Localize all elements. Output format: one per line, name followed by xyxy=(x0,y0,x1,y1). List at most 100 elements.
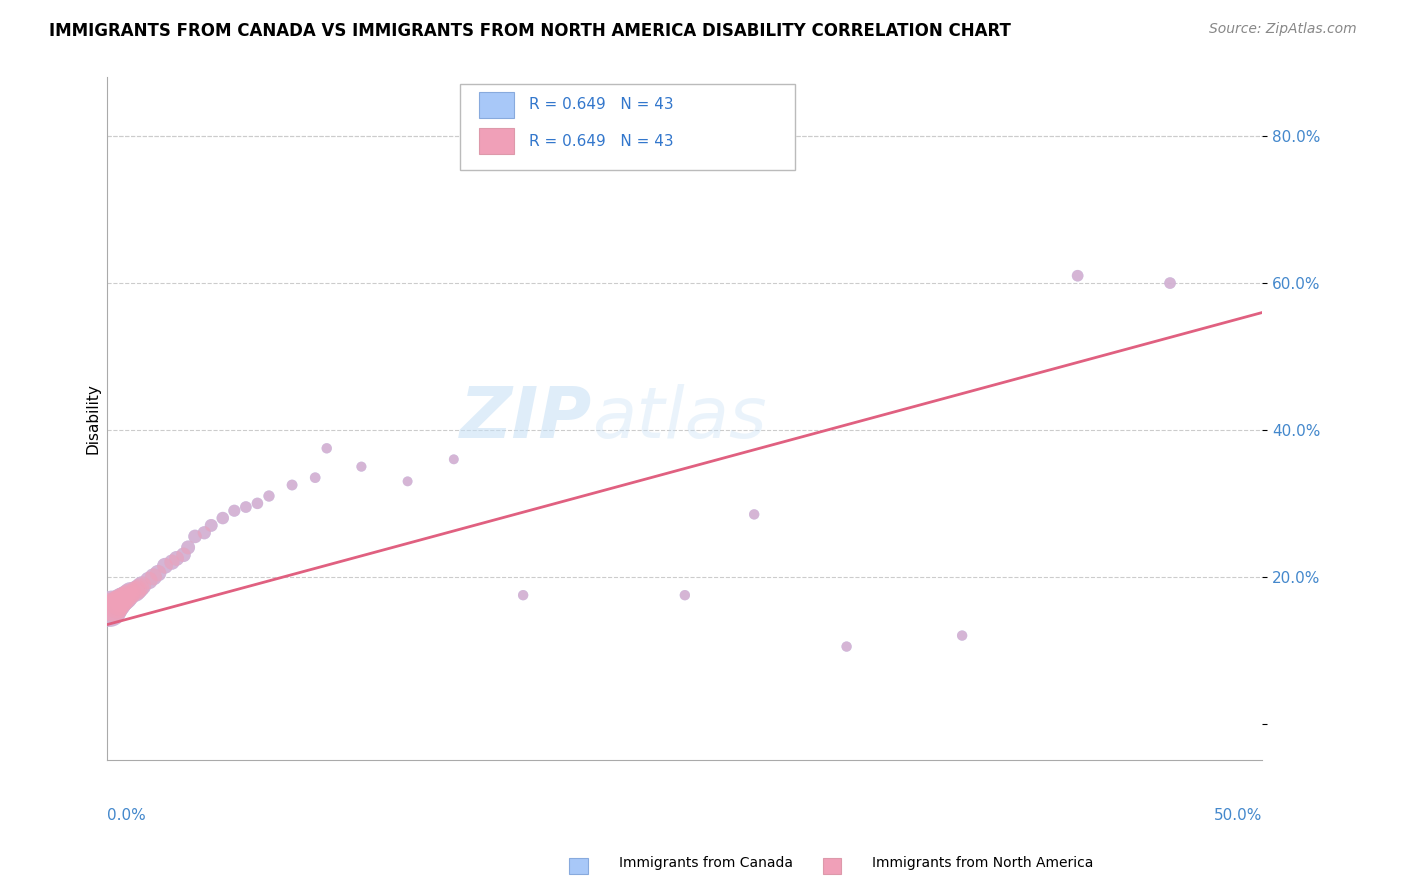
Point xyxy=(950,629,973,643)
Point xyxy=(114,591,136,605)
Point xyxy=(124,584,146,599)
Text: R = 0.649   N = 43: R = 0.649 N = 43 xyxy=(529,97,673,112)
Point xyxy=(110,593,132,607)
Point xyxy=(257,489,280,503)
Point xyxy=(98,603,121,617)
Point xyxy=(117,588,139,602)
Text: 50.0%: 50.0% xyxy=(1215,808,1263,823)
Point xyxy=(127,582,149,597)
Point xyxy=(127,582,149,597)
Point xyxy=(673,588,696,602)
Point xyxy=(281,478,304,492)
Point xyxy=(193,525,215,540)
Point xyxy=(235,500,257,514)
Point xyxy=(224,504,246,518)
Point xyxy=(105,598,128,612)
Point xyxy=(110,593,132,607)
Point xyxy=(1066,268,1088,283)
Point xyxy=(128,581,150,595)
Point xyxy=(1159,276,1181,290)
Point xyxy=(304,471,326,485)
Point xyxy=(98,603,121,617)
Point xyxy=(112,591,135,606)
Point xyxy=(142,570,165,584)
Point xyxy=(742,508,765,522)
Point xyxy=(114,591,136,605)
Point xyxy=(350,459,373,474)
Point xyxy=(224,504,246,518)
FancyBboxPatch shape xyxy=(479,92,513,118)
Point xyxy=(443,452,465,467)
Point xyxy=(117,588,139,602)
Point xyxy=(193,525,215,540)
Point xyxy=(184,529,207,543)
Point xyxy=(246,496,269,510)
Point xyxy=(304,471,326,485)
Point xyxy=(101,599,124,614)
Point xyxy=(742,508,765,522)
Y-axis label: Disability: Disability xyxy=(86,384,100,454)
Point xyxy=(103,600,125,615)
Point xyxy=(160,555,183,569)
Point xyxy=(396,475,419,489)
Point xyxy=(166,551,188,566)
FancyBboxPatch shape xyxy=(479,128,513,154)
Point xyxy=(131,579,153,593)
Point xyxy=(211,511,233,525)
Point xyxy=(396,475,419,489)
Point xyxy=(1066,268,1088,283)
Text: R = 0.649   N = 43: R = 0.649 N = 43 xyxy=(529,134,673,149)
Text: Immigrants from Canada: Immigrants from Canada xyxy=(619,855,793,870)
Point xyxy=(315,442,337,456)
Point xyxy=(835,640,858,654)
Point xyxy=(235,500,257,514)
Point xyxy=(173,548,195,562)
Text: IMMIGRANTS FROM CANADA VS IMMIGRANTS FROM NORTH AMERICA DISABILITY CORRELATION C: IMMIGRANTS FROM CANADA VS IMMIGRANTS FRO… xyxy=(49,22,1011,40)
Point xyxy=(138,574,160,588)
Text: Immigrants from North America: Immigrants from North America xyxy=(872,855,1092,870)
Point xyxy=(512,588,534,602)
Point xyxy=(166,551,188,566)
Point xyxy=(124,584,146,599)
Point xyxy=(1159,276,1181,290)
Point xyxy=(443,452,465,467)
Point xyxy=(107,595,129,609)
Point xyxy=(173,548,195,562)
Point xyxy=(281,478,304,492)
Point xyxy=(177,541,200,555)
Point xyxy=(103,600,125,615)
Point xyxy=(315,442,337,456)
Point xyxy=(673,588,696,602)
Point xyxy=(101,599,124,614)
Text: Source: ZipAtlas.com: Source: ZipAtlas.com xyxy=(1209,22,1357,37)
Point xyxy=(950,629,973,643)
Point xyxy=(153,558,176,573)
Point xyxy=(246,496,269,510)
Point xyxy=(153,558,176,573)
Point xyxy=(105,598,128,612)
Point xyxy=(142,570,165,584)
Point xyxy=(257,489,280,503)
Text: ZIP: ZIP xyxy=(460,384,592,453)
Point xyxy=(200,518,222,533)
Point xyxy=(184,529,207,543)
Point xyxy=(128,581,150,595)
Text: 0.0%: 0.0% xyxy=(107,808,146,823)
Text: atlas: atlas xyxy=(592,384,768,453)
Point xyxy=(120,586,142,600)
Point xyxy=(131,579,153,593)
Point xyxy=(177,541,200,555)
FancyBboxPatch shape xyxy=(460,84,794,169)
Point xyxy=(112,591,135,606)
Point xyxy=(512,588,534,602)
Point xyxy=(350,459,373,474)
Point xyxy=(107,595,129,609)
Point xyxy=(160,555,183,569)
Point xyxy=(146,566,169,581)
Point xyxy=(200,518,222,533)
Point xyxy=(211,511,233,525)
Point xyxy=(146,566,169,581)
Point xyxy=(835,640,858,654)
Point xyxy=(120,586,142,600)
Point xyxy=(138,574,160,588)
